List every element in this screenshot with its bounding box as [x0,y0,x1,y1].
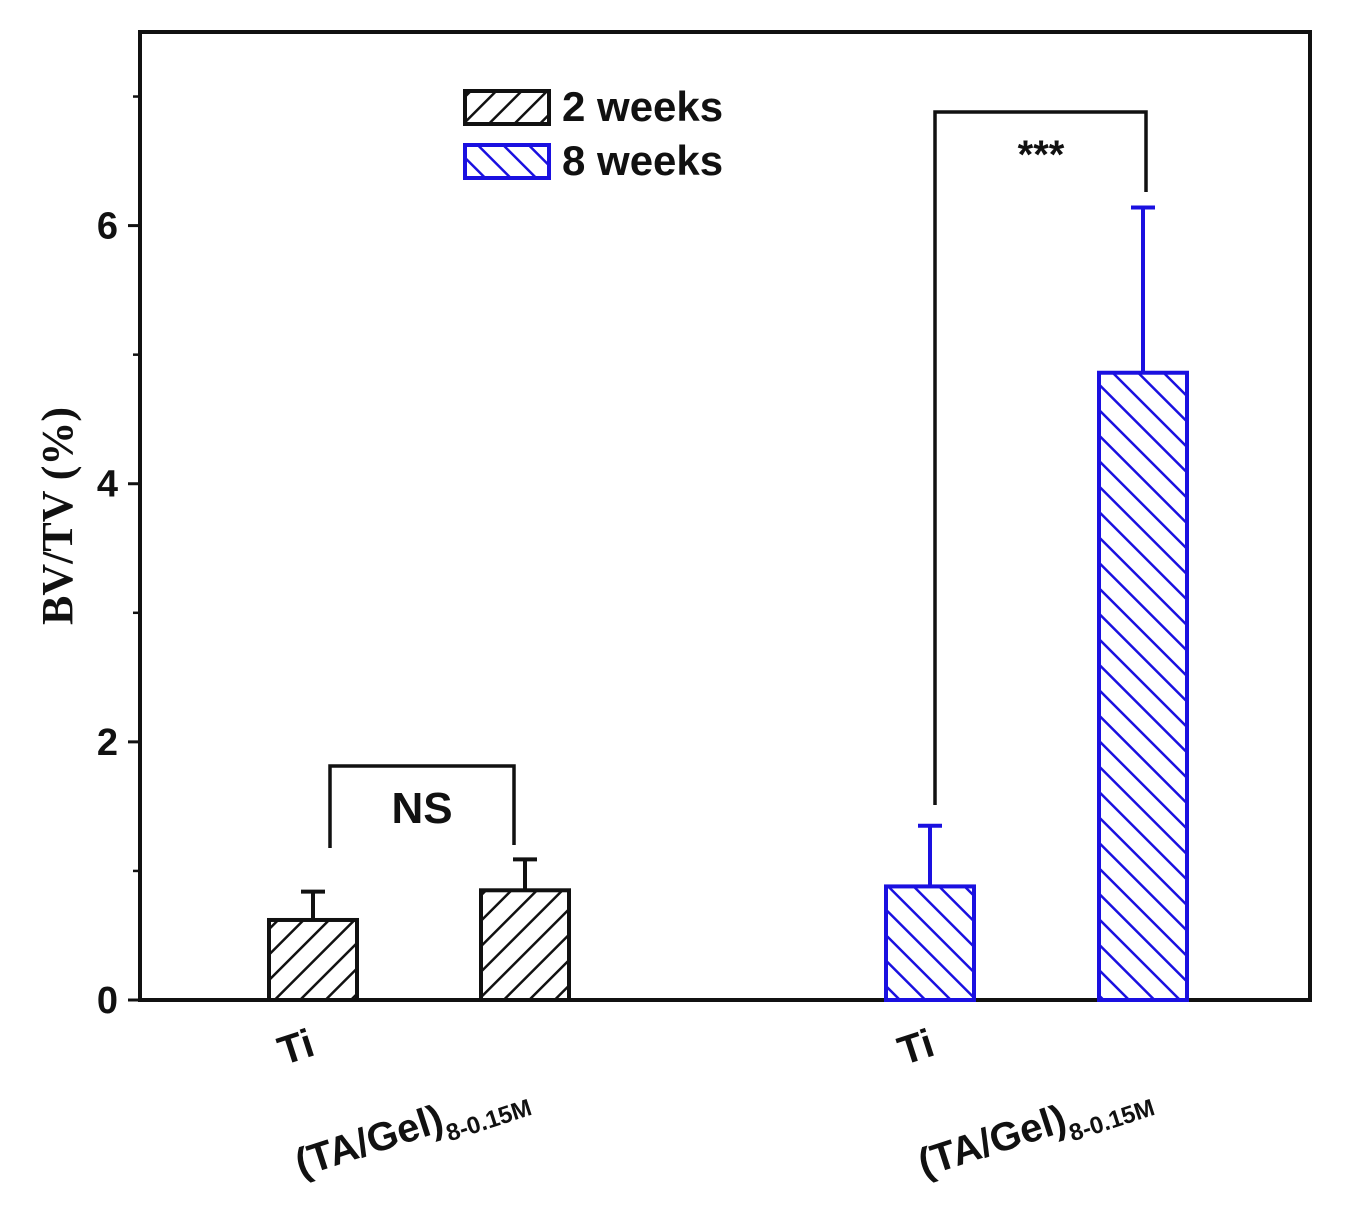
x-tick-label-ti-8w: Ti [893,1021,940,1074]
bar-2w-tagel [479,888,571,1002]
x-tick-label-tagel-8w-sub: 8-0.15M [1066,1094,1158,1147]
significance-bracket-line [933,110,1148,805]
bar-8w-tagel [1097,370,1189,1002]
ns-bracket: NS [328,764,516,848]
y-tick-label-4: 4 [97,464,118,506]
legend-label-8-weeks: 8 weeks [562,137,723,184]
ns-annotation: NS [391,784,452,833]
x-tick-label-tagel-2w-main: (TA/Gel) [290,1097,449,1186]
significance-annotation: *** [1018,133,1065,177]
bars-layer [267,205,1189,1002]
x-tick-label-group-1-ti: Ti [273,1021,320,1074]
legend: 2 weeks 8 weeks [463,83,723,184]
x-tick-label-tagel-2w-sub: 8-0.15M [443,1094,535,1147]
plot-frame [138,30,1312,1002]
y-tick-label-2: 2 [97,722,118,764]
legend-swatch-8-weeks [463,143,551,180]
x-tick-label-group-2-tagel: (TA/Gel)8-0.15M [913,1070,1158,1195]
x-tick-label-tagel-2w: (TA/Gel)8-0.15M [290,1070,535,1195]
legend-label-2-weeks: 2 weeks [562,83,723,130]
x-tick-label-group-1-tagel: (TA/Gel)8-0.15M [290,1070,535,1195]
bar-8w-ti [884,884,976,1002]
x-tick-label-group-2-ti: Ti [893,1021,940,1074]
x-tick-label-tagel-8w-main: (TA/Gel) [913,1097,1072,1186]
bar-2w-ti [267,917,359,1002]
y-axis: 0 2 4 6 [97,95,140,1022]
y-tick-label-0: 0 [97,980,118,1022]
legend-swatch-2-weeks [463,89,551,126]
ns-bracket-line [328,764,516,848]
x-tick-label-ti-2w: Ti [273,1021,320,1074]
y-tick-label-6: 6 [97,206,118,248]
significance-bracket: *** [933,110,1148,805]
x-tick-label-tagel-8w: (TA/Gel)8-0.15M [913,1070,1158,1195]
y-axis-label: BV/TV (%) [33,407,82,625]
